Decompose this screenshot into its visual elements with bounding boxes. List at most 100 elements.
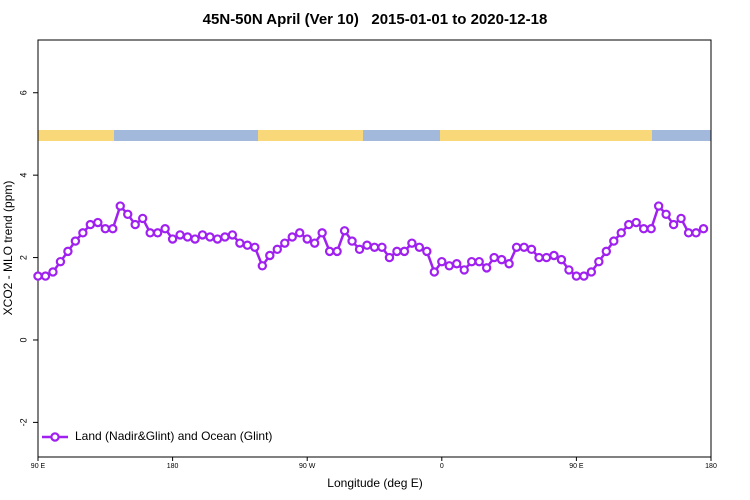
data-point [631, 217, 641, 228]
data-point [474, 256, 484, 267]
data-point [302, 234, 312, 244]
data-point [594, 256, 604, 267]
data-point [624, 219, 634, 230]
data-point [414, 242, 425, 252]
data-point [504, 259, 514, 269]
data-point [242, 240, 253, 250]
data-point [93, 217, 103, 228]
data-point [250, 242, 260, 252]
data-point [437, 256, 447, 267]
data-point [362, 240, 372, 250]
data-point [429, 267, 440, 277]
data-point [399, 246, 410, 257]
data-point [526, 244, 537, 255]
data-point [459, 265, 469, 275]
land-band [258, 130, 363, 141]
y-axis-label: XCO2 - MLO trend (ppm) [1, 181, 15, 316]
data-point [609, 236, 619, 246]
data-point [496, 254, 507, 265]
data-point [130, 219, 140, 230]
data-point [160, 224, 170, 234]
x-tick-label: 180 [705, 463, 717, 470]
chart-title: 45N-50N April (Ver 10) 2015-01-01 to 202… [203, 11, 548, 28]
data-point [354, 244, 365, 255]
data-point [564, 265, 574, 275]
data-point [265, 250, 275, 261]
data-point [519, 242, 529, 252]
data-point [309, 238, 320, 248]
data-point [123, 209, 133, 219]
data-point [586, 267, 597, 277]
data-point [384, 252, 395, 263]
data-point [549, 250, 559, 261]
data-point [175, 230, 185, 240]
data-point [467, 256, 477, 267]
data-point [197, 230, 208, 240]
data-point [205, 232, 215, 242]
x-tick-label: 90 E [31, 463, 46, 470]
data-point [556, 254, 567, 265]
x-tick-label: 90 E [569, 463, 584, 470]
data-point [48, 267, 58, 277]
data-point [698, 224, 709, 234]
data-point [683, 228, 694, 238]
legend-label: Land (Nadir&Glint) and Ocean (Glint) [75, 429, 272, 443]
data-point [108, 224, 118, 234]
data-point [137, 213, 148, 224]
data-point [317, 228, 327, 238]
data-point [145, 228, 155, 238]
ocean-band [38, 130, 711, 141]
data-point [40, 271, 51, 281]
data-point [369, 242, 380, 252]
legend-marker [50, 432, 60, 442]
data-point [616, 228, 626, 238]
y-tick-label: 0 [18, 337, 28, 342]
data-point [571, 271, 582, 281]
data-point [220, 232, 230, 242]
data-point [481, 263, 492, 273]
data-point [85, 219, 96, 230]
data-point [347, 236, 357, 246]
data-point [676, 213, 686, 224]
x-tick-label: 180 [167, 463, 179, 470]
data-point [235, 238, 245, 248]
data-point [167, 234, 178, 244]
data-point [115, 201, 125, 211]
data-point [339, 226, 350, 236]
x-tick-label: 0 [440, 463, 444, 470]
data-point [601, 246, 612, 257]
data-point [541, 252, 552, 263]
data-point [295, 228, 305, 238]
x-tick-label: 90 W [299, 463, 316, 470]
y-tick-label: 2 [18, 255, 28, 260]
data-point [33, 271, 43, 281]
data-point [257, 261, 268, 271]
data-point [324, 246, 335, 257]
data-point [63, 246, 73, 257]
y-tick-label: 6 [18, 90, 28, 95]
data-point [100, 224, 111, 234]
data-point [332, 246, 342, 257]
data-point [579, 271, 589, 281]
data-point [444, 261, 454, 271]
data-point [691, 228, 701, 238]
land-band [38, 130, 114, 141]
data-point [70, 236, 81, 246]
data-point [280, 238, 290, 248]
y-tick-label: 4 [18, 173, 28, 178]
series-line [38, 203, 705, 278]
data-point [452, 259, 462, 269]
x-axis-label: Longitude (deg E) [327, 476, 422, 490]
data-point [668, 219, 679, 230]
land-band [440, 130, 652, 141]
data-point [422, 246, 432, 257]
data-point [190, 234, 200, 244]
data-point [639, 224, 649, 234]
data-point [511, 242, 522, 252]
data-point [152, 228, 163, 238]
data-point [78, 228, 88, 238]
data-point [212, 234, 223, 244]
land-ocean-strip [38, 130, 711, 141]
data-point [55, 256, 66, 267]
data-point [182, 232, 193, 242]
